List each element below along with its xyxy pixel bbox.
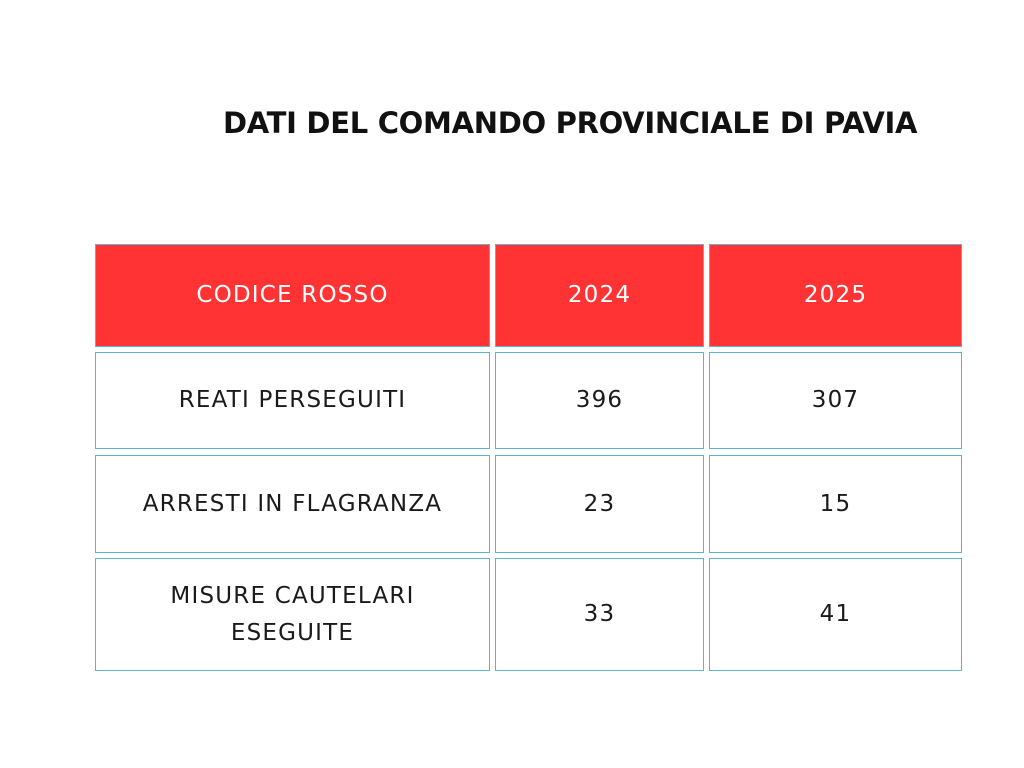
table-header-year-2024: 2024 (495, 244, 704, 347)
table-cell-value: 307 (709, 352, 962, 449)
table-row-label: REATI PERSEGUITI (95, 352, 490, 449)
table-row-label: ARRESTI IN FLAGRANZA (95, 455, 490, 553)
table-header-category: CODICE ROSSO (95, 244, 490, 347)
table-cell-value: 33 (495, 558, 704, 671)
table-cell-value: 23 (495, 455, 704, 553)
table-row-label: MISURE CAUTELARI ESEGUITE (95, 558, 490, 671)
page-title: DATI DEL COMANDO PROVINCIALE DI PAVIA (223, 106, 918, 140)
table-header-year-2025: 2025 (709, 244, 962, 347)
table-cell-value: 396 (495, 352, 704, 449)
table-cell-value: 41 (709, 558, 962, 671)
table-cell-value: 15 (709, 455, 962, 553)
